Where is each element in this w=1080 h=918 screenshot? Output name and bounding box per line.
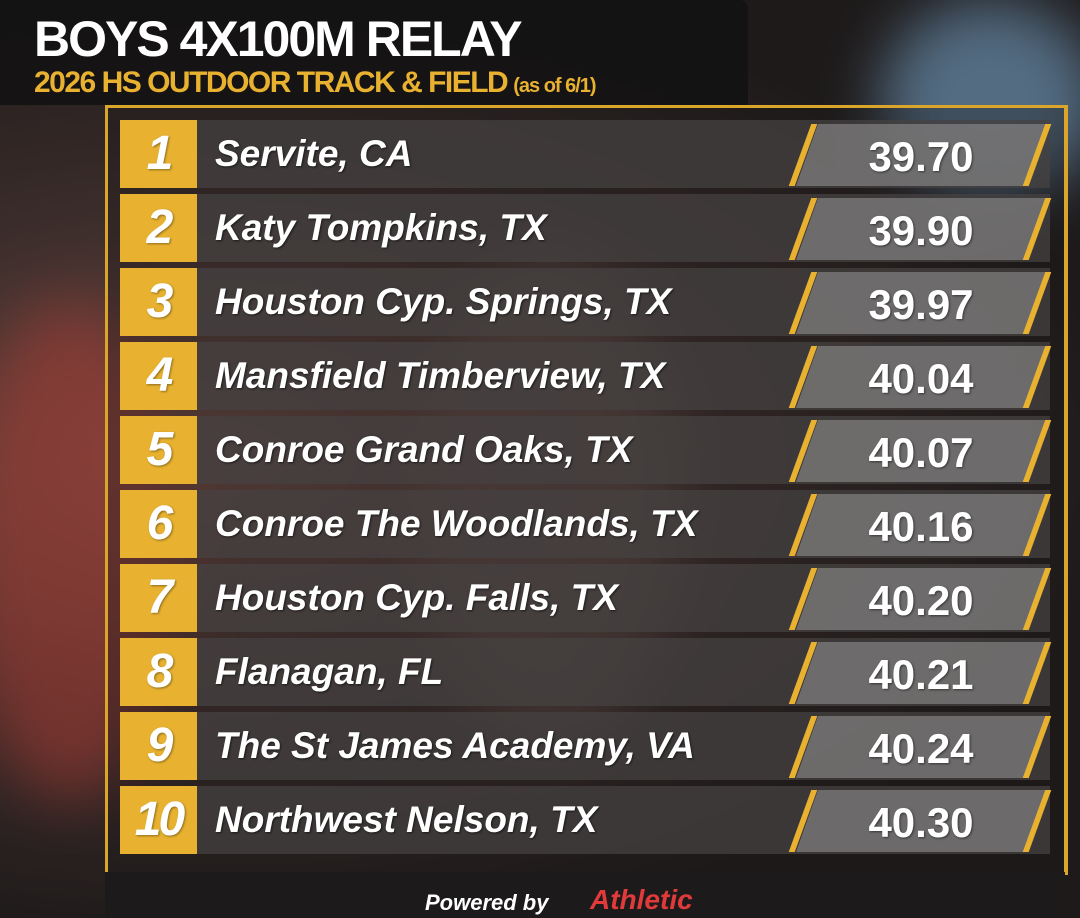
rank: 5 <box>120 416 197 484</box>
time-box <box>796 494 1046 556</box>
rank: 1 <box>120 120 197 188</box>
time-box <box>796 716 1046 778</box>
date-note: (as of 6/1) <box>513 75 596 97</box>
ranking-row: 2 Katy Tompkins, TX 39.90 <box>120 194 1052 262</box>
time-box <box>796 642 1046 704</box>
title: BOYS 4X100M RELAY <box>34 11 523 67</box>
time: 39.97 <box>868 281 974 328</box>
rank: 3 <box>120 268 197 336</box>
time-box <box>796 420 1046 482</box>
rank: 8 <box>120 638 197 706</box>
rank: 6 <box>120 490 197 558</box>
time: 40.04 <box>868 355 974 402</box>
rank: 4 <box>120 342 197 410</box>
ranking-row: 10 Northwest Nelson, TX 40.30 <box>120 786 1052 854</box>
time: 40.20 <box>868 577 974 624</box>
footer: Powered by Athletic <box>105 872 1065 918</box>
time-box <box>796 198 1046 260</box>
time: 40.21 <box>868 651 974 698</box>
time-box <box>796 272 1046 334</box>
time: 40.24 <box>868 725 974 772</box>
brand-logo: Athletic <box>590 884 693 915</box>
ranking-row: 8 Flanagan, FL 40.21 <box>120 638 1052 706</box>
ranking-row: 1 Servite, CA 39.70 <box>120 120 1052 188</box>
time-box <box>796 790 1046 852</box>
time-box <box>796 346 1046 408</box>
rank: 7 <box>120 564 197 632</box>
time-box <box>796 568 1046 630</box>
ranking-row: 4 Mansfield Timberview, TX 40.04 <box>120 342 1052 410</box>
time-box <box>796 124 1046 186</box>
ranking-row: 9 The St James Academy, VA 40.24 <box>120 712 1052 780</box>
time: 40.16 <box>868 503 974 550</box>
rank: 9 <box>120 712 197 780</box>
ranking-row: 5 Conroe Grand Oaks, TX 40.07 <box>120 416 1052 484</box>
ranking-row: 6 Conroe The Woodlands, TX 40.16 <box>120 490 1052 558</box>
time: 39.70 <box>868 133 974 180</box>
time: 40.07 <box>868 429 974 476</box>
time: 40.30 <box>868 799 974 846</box>
rank: 10 <box>120 786 197 854</box>
rank: 2 <box>120 194 197 262</box>
ranking-row: 3 Houston Cyp. Springs, TX 39.97 <box>120 268 1052 336</box>
header: BOYS 4X100M RELAY 2026 HS OUTDOOR TRACK … <box>0 0 748 105</box>
ranking-row: 7 Houston Cyp. Falls, TX 40.20 <box>120 564 1052 632</box>
subtitle: 2026 HS OUTDOOR TRACK & FIELD (as of 6/1) <box>34 66 597 100</box>
powered-by: Powered by <box>425 890 549 915</box>
time: 39.90 <box>868 207 974 254</box>
subtitle-text: 2026 HS OUTDOOR TRACK & FIELD <box>34 66 509 99</box>
